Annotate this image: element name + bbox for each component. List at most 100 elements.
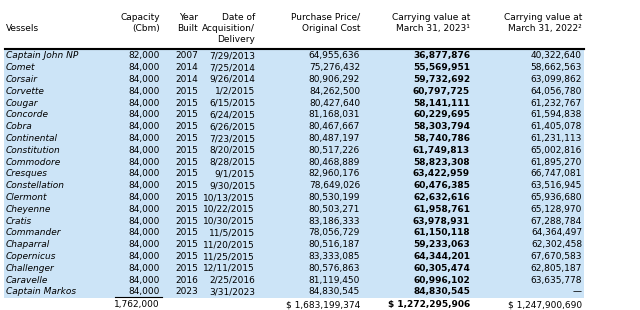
Text: 61,749,813: 61,749,813 — [413, 146, 470, 155]
Text: 84,830,545: 84,830,545 — [413, 287, 470, 296]
Text: 2/25/2016: 2/25/2016 — [209, 276, 255, 285]
Text: 78,056,729: 78,056,729 — [308, 228, 360, 237]
Bar — [4, 227, 584, 239]
Bar — [4, 192, 584, 203]
Bar — [4, 262, 584, 274]
Bar — [4, 156, 584, 168]
Text: Cougar: Cougar — [6, 99, 38, 108]
Text: 84,830,545: 84,830,545 — [308, 287, 360, 296]
Text: 80,576,863: 80,576,863 — [308, 264, 360, 273]
Text: 63,099,862: 63,099,862 — [531, 75, 582, 84]
Text: Original Cost: Original Cost — [301, 24, 360, 33]
Bar — [4, 215, 584, 227]
Text: 61,895,270: 61,895,270 — [531, 157, 582, 166]
Text: (Cbm): (Cbm) — [132, 24, 160, 33]
Text: 36,877,876: 36,877,876 — [413, 51, 470, 60]
Text: 75,276,432: 75,276,432 — [309, 63, 360, 72]
Text: Comet: Comet — [6, 63, 35, 72]
Text: 2015: 2015 — [175, 252, 198, 261]
Text: 59,233,063: 59,233,063 — [413, 240, 470, 249]
Text: 63,635,778: 63,635,778 — [531, 276, 582, 285]
Bar — [4, 97, 584, 109]
Text: Corvette: Corvette — [6, 87, 45, 96]
Text: 7/29/2013: 7/29/2013 — [209, 51, 255, 60]
Text: 84,000: 84,000 — [129, 181, 160, 190]
Text: 61,594,838: 61,594,838 — [531, 110, 582, 119]
Text: Commodore: Commodore — [6, 157, 61, 166]
Text: Built: Built — [177, 24, 198, 33]
Text: 61,231,113: 61,231,113 — [531, 134, 582, 143]
Text: Delivery: Delivery — [217, 35, 255, 44]
Text: 2015: 2015 — [175, 240, 198, 249]
Text: 65,002,816: 65,002,816 — [531, 146, 582, 155]
Text: 62,632,616: 62,632,616 — [413, 193, 470, 202]
Text: 2015: 2015 — [175, 181, 198, 190]
Text: 9/26/2014: 9/26/2014 — [209, 75, 255, 84]
Text: 80,468,889: 80,468,889 — [308, 157, 360, 166]
Bar — [4, 239, 584, 250]
Text: 82,960,176: 82,960,176 — [308, 169, 360, 178]
Text: 7/25/2014: 7/25/2014 — [209, 63, 255, 72]
Text: 2015: 2015 — [175, 110, 198, 119]
Text: $ 1,247,900,690: $ 1,247,900,690 — [508, 300, 582, 309]
Text: 67,670,583: 67,670,583 — [531, 252, 582, 261]
Text: 65,936,680: 65,936,680 — [531, 193, 582, 202]
Text: 12/11/2015: 12/11/2015 — [204, 264, 255, 273]
Text: 10/30/2015: 10/30/2015 — [203, 217, 255, 226]
Text: 10/22/2015: 10/22/2015 — [204, 205, 255, 214]
Bar — [4, 50, 584, 62]
Text: 80,487,197: 80,487,197 — [308, 134, 360, 143]
Text: 80,516,187: 80,516,187 — [308, 240, 360, 249]
Text: $ 1,272,295,906: $ 1,272,295,906 — [388, 300, 470, 309]
Text: Commander: Commander — [6, 228, 61, 237]
Text: 61,150,118: 61,150,118 — [413, 228, 470, 237]
Text: Year: Year — [179, 13, 198, 22]
Text: 58,662,563: 58,662,563 — [531, 63, 582, 72]
Text: 84,000: 84,000 — [129, 240, 160, 249]
Text: 80,530,199: 80,530,199 — [308, 193, 360, 202]
Bar — [4, 73, 584, 85]
Text: 8/20/2015: 8/20/2015 — [209, 146, 255, 155]
Text: Date of: Date of — [221, 13, 255, 22]
Text: 84,000: 84,000 — [129, 75, 160, 84]
Text: 84,000: 84,000 — [129, 228, 160, 237]
Text: 84,000: 84,000 — [129, 134, 160, 143]
Text: 11/25/2015: 11/25/2015 — [204, 252, 255, 261]
Bar — [4, 109, 584, 121]
Text: 84,000: 84,000 — [129, 110, 160, 119]
Text: 64,955,636: 64,955,636 — [308, 51, 360, 60]
Text: 80,427,640: 80,427,640 — [309, 99, 360, 108]
Text: Captain John NP: Captain John NP — [6, 51, 78, 60]
Text: 61,405,078: 61,405,078 — [531, 122, 582, 131]
Text: 84,000: 84,000 — [129, 252, 160, 261]
Text: 63,516,945: 63,516,945 — [531, 181, 582, 190]
Bar — [4, 286, 584, 298]
Text: 62,302,458: 62,302,458 — [531, 240, 582, 249]
Text: 11/20/2015: 11/20/2015 — [204, 240, 255, 249]
Text: 63,422,959: 63,422,959 — [413, 169, 470, 178]
Text: March 31, 2022²: March 31, 2022² — [508, 24, 582, 33]
Text: Clermont: Clermont — [6, 193, 47, 202]
Text: 58,740,786: 58,740,786 — [413, 134, 470, 143]
Text: 60,305,474: 60,305,474 — [413, 264, 470, 273]
Text: 40,322,640: 40,322,640 — [531, 51, 582, 60]
Text: 64,056,780: 64,056,780 — [531, 87, 582, 96]
Text: 58,303,794: 58,303,794 — [413, 122, 470, 131]
Text: —: — — [573, 287, 582, 296]
Text: 66,747,081: 66,747,081 — [531, 169, 582, 178]
Bar — [4, 133, 584, 144]
Text: 65,128,970: 65,128,970 — [531, 205, 582, 214]
Bar — [4, 203, 584, 215]
Text: Cheyenne: Cheyenne — [6, 205, 51, 214]
Text: 59,732,692: 59,732,692 — [413, 75, 470, 84]
Text: 64,364,497: 64,364,497 — [531, 228, 582, 237]
Text: 82,000: 82,000 — [129, 51, 160, 60]
Text: 60,476,385: 60,476,385 — [413, 181, 470, 190]
Text: 7/23/2015: 7/23/2015 — [209, 134, 255, 143]
Bar — [4, 144, 584, 156]
Text: 84,262,500: 84,262,500 — [309, 87, 360, 96]
Text: 2015: 2015 — [175, 228, 198, 237]
Text: 2015: 2015 — [175, 122, 198, 131]
Text: 1/2/2015: 1/2/2015 — [215, 87, 255, 96]
Text: 84,000: 84,000 — [129, 276, 160, 285]
